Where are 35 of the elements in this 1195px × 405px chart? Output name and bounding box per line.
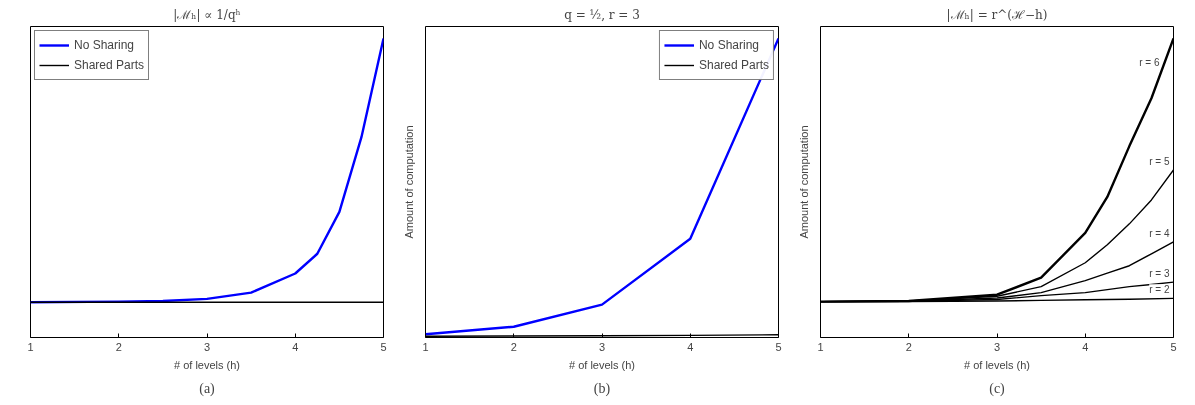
y-axis-title: Amount of computation (797, 125, 810, 239)
x-axis-title: # of levels (h) (568, 358, 636, 371)
x-tick-label: 2 (510, 340, 517, 353)
x-tick-label: 4 (292, 340, 299, 353)
chart-title: q = ½, r = 3 (564, 7, 640, 22)
x-tick-label: 2 (115, 340, 122, 353)
text: (c) (989, 380, 1006, 397)
chart-title: |ℳₕ| = r^(ℋ−h) (946, 7, 1048, 22)
x-tick-label: 5 (1170, 340, 1177, 353)
x-tick-label: 3 (598, 340, 606, 353)
x-axis-title: # of levels (h) (173, 358, 241, 371)
legend-label: No Sharing (74, 38, 135, 52)
x-axis-title: # of levels (h) (963, 358, 1031, 371)
x-tick-label: 5 (380, 340, 387, 353)
y-axis-title: Amount of computation (402, 125, 415, 239)
x-tick-label: 3 (993, 340, 1001, 353)
x-tick-label: 1 (27, 340, 34, 353)
series-label: r = 4 (1149, 227, 1170, 239)
text: (a) (199, 380, 216, 397)
x-tick-label: 2 (905, 340, 912, 353)
legend-label: Shared Parts (698, 58, 769, 72)
series-label: r = 6 (1139, 57, 1160, 69)
x-tick-label: 1 (817, 340, 824, 353)
x-tick-label: 3 (203, 340, 211, 353)
x-tick-label: 5 (775, 340, 782, 353)
series-label: r = 2 (1149, 284, 1170, 296)
legend-label: Shared Parts (74, 58, 145, 72)
series-label: r = 5 (1149, 156, 1170, 168)
text: (b) (593, 380, 611, 397)
chart-title: |ℳₕ| ∝ 1/qʰ (173, 7, 241, 22)
legend-label: No Sharing (698, 38, 759, 52)
x-tick-label: 1 (422, 340, 429, 353)
series-label: r = 3 (1149, 268, 1170, 280)
x-tick-label: 4 (687, 340, 694, 353)
x-tick-label: 4 (1082, 340, 1089, 353)
